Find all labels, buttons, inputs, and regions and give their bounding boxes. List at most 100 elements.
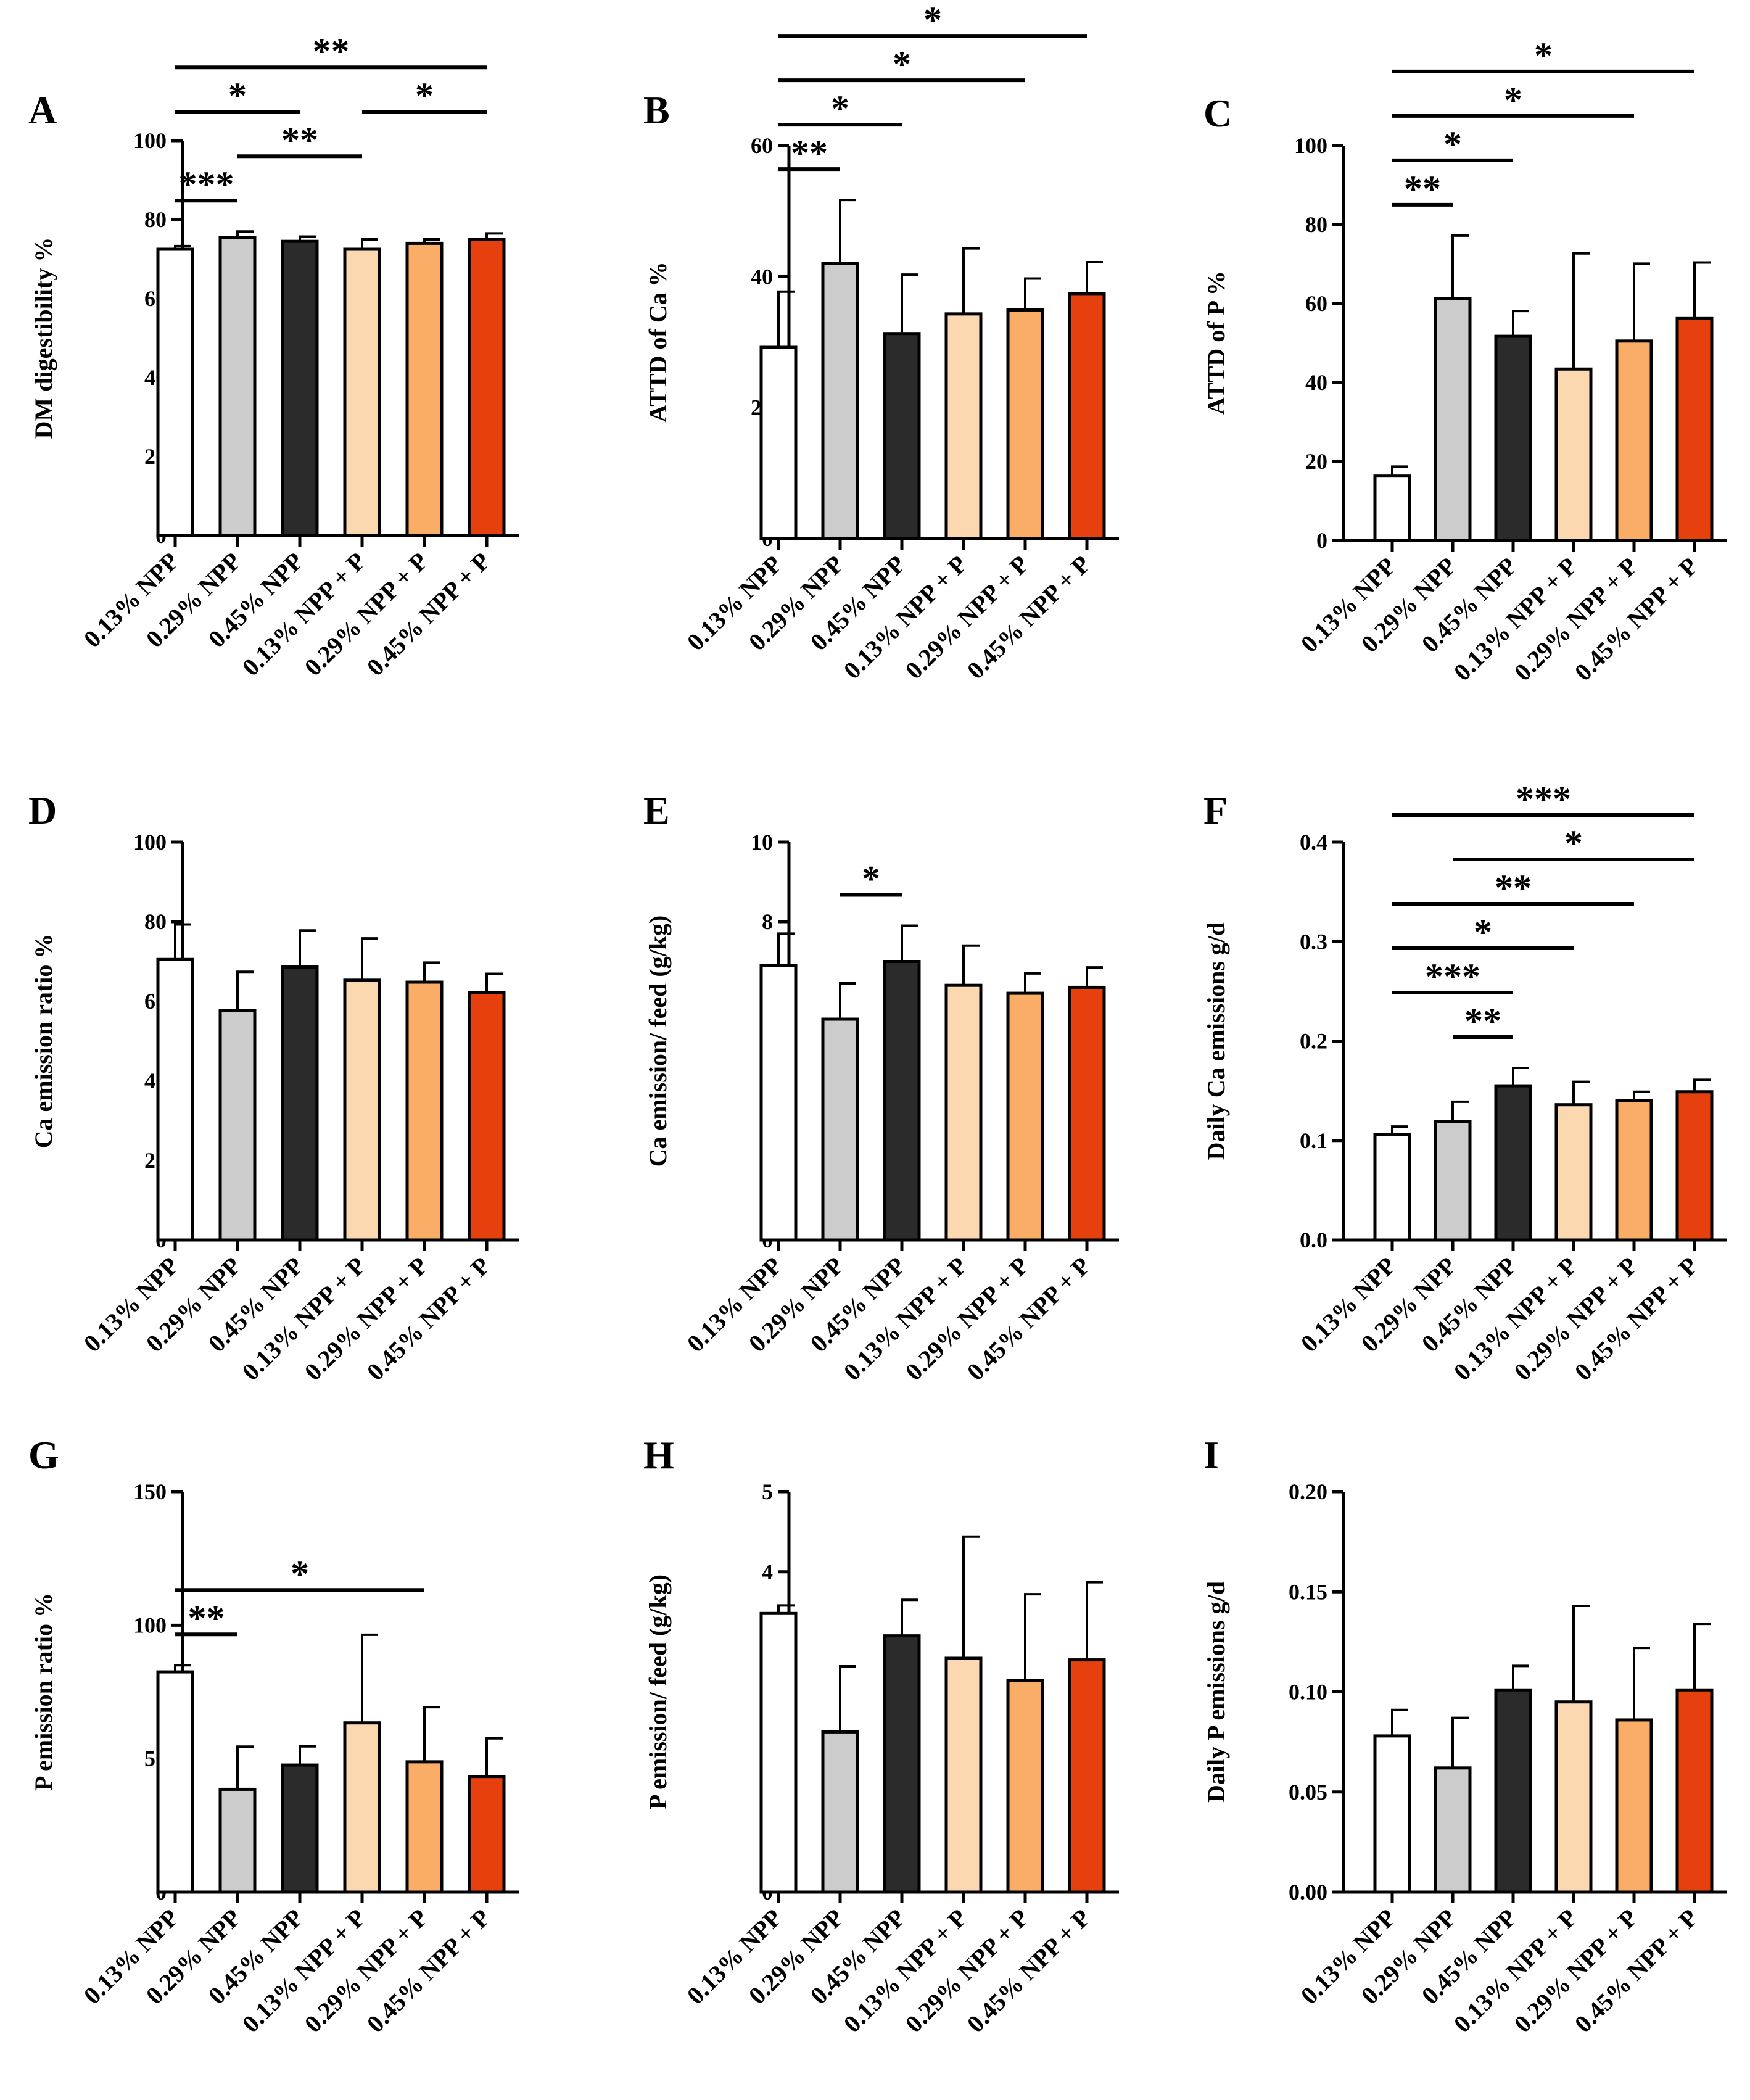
bar [281, 239, 319, 537]
y-tick-label: 0.10 [1289, 1680, 1327, 1705]
y-tick-label: 40 [1305, 370, 1327, 395]
y-axis-label: DM digestibility % [30, 238, 57, 439]
significance-label: ** [791, 133, 828, 173]
bar [156, 957, 194, 1242]
y-tick-label: 20 [1305, 449, 1327, 474]
y-tick-label: 8 [762, 909, 773, 934]
panel-letter: I [1203, 1433, 1219, 1477]
panel-d: D020406080100Ca emission ratio %0.13% NP… [28, 788, 519, 1386]
y-tick-label: 80 [144, 909, 167, 934]
y-tick-label: 0.0 [1300, 1228, 1327, 1252]
significance-label: * [1504, 80, 1522, 120]
significance-label: * [291, 1553, 309, 1594]
significance-label: *** [1425, 956, 1480, 997]
y-axis-label: ATTD of Ca % [644, 262, 672, 422]
significance-label: * [1534, 35, 1553, 76]
bar [1554, 367, 1593, 542]
y-axis-label: P emission/ feed (g/kg) [644, 1574, 672, 1809]
bar [468, 991, 506, 1242]
bar [1434, 1766, 1472, 1894]
y-tick-label: 0.00 [1289, 1880, 1327, 1904]
y-tick-label: 100 [1294, 133, 1327, 158]
panel-letter: H [643, 1433, 674, 1477]
bar [405, 980, 444, 1242]
bar [343, 978, 381, 1242]
y-tick-label: 0 [1316, 528, 1327, 553]
significance-label: ** [188, 1598, 225, 1639]
bar [1675, 1688, 1714, 1894]
y-tick-label: 100 [133, 830, 167, 854]
bar [343, 1721, 381, 1894]
bar [156, 247, 194, 537]
bar [821, 262, 859, 540]
y-tick-label: 5 [762, 1479, 773, 1504]
y-axis-label: Ca emission/ feed (g/kg) [644, 916, 672, 1167]
bar [821, 1730, 859, 1894]
panel-letter: F [1203, 788, 1228, 832]
panel-a: A020406080100DM digestibility %0.13% NPP… [28, 31, 519, 681]
panel-h: H012345P emission/ feed (g/kg)0.13% NPP0… [643, 1433, 1119, 2038]
significance-label: * [923, 0, 942, 40]
significance-label: * [228, 75, 247, 116]
bar [1373, 1734, 1411, 1894]
bar [218, 1009, 257, 1242]
bar [1615, 339, 1653, 542]
bar [883, 960, 921, 1242]
y-tick-label: 0.05 [1289, 1780, 1327, 1804]
bar [1615, 1099, 1653, 1242]
y-axis-label: ATTD of P % [1202, 271, 1230, 415]
bar [1006, 308, 1044, 540]
y-tick-label: 60 [751, 133, 773, 158]
y-tick-label: 60 [1305, 291, 1327, 316]
significance-label: ** [1464, 1001, 1501, 1041]
y-axis-label: Daily Ca emissions g/d [1202, 922, 1230, 1160]
significance-label: * [893, 44, 911, 85]
bar [1494, 334, 1532, 542]
significance-label: ** [281, 120, 318, 160]
bar [405, 1760, 444, 1894]
y-tick-label: 80 [1305, 212, 1327, 237]
bar [1494, 1084, 1532, 1242]
y-tick-label: 4 [762, 1560, 773, 1584]
y-tick-label: 0.2 [1300, 1029, 1327, 1054]
y-tick-label: 100 [133, 128, 167, 153]
significance-label: * [1443, 124, 1462, 165]
significance-label: ** [1404, 168, 1441, 209]
significance-label: * [862, 858, 880, 899]
bar [468, 1775, 506, 1894]
bar [1434, 1120, 1472, 1242]
panel-letter: G [28, 1433, 59, 1477]
significance-label: ** [313, 31, 350, 72]
bar [1068, 1658, 1106, 1894]
bar [759, 1611, 798, 1894]
panel-letter: E [643, 788, 670, 832]
y-tick-label: 0.1 [1300, 1128, 1327, 1153]
bar [405, 241, 444, 537]
y-tick-label: 40 [751, 264, 773, 289]
bar [944, 312, 983, 540]
y-tick-label: 0.15 [1289, 1579, 1327, 1604]
y-tick-label: 10 [751, 830, 773, 854]
bar [1068, 985, 1106, 1242]
bar [218, 1787, 257, 1894]
y-axis-label: Daily P emissions g/d [1202, 1581, 1230, 1803]
bar [1373, 1133, 1411, 1242]
y-tick-label: 0.4 [1300, 830, 1327, 854]
bar [1554, 1103, 1593, 1242]
bar [759, 345, 798, 540]
bar [1554, 1700, 1593, 1894]
y-axis-label: P emission ratio % [30, 1593, 57, 1791]
bar [281, 965, 319, 1242]
bar [468, 238, 506, 537]
bar [156, 1670, 194, 1894]
bar [218, 236, 257, 537]
bar [759, 964, 798, 1242]
bar [1675, 316, 1714, 542]
significance-label: * [831, 88, 849, 129]
significance-label: * [415, 75, 434, 116]
panel-letter: A [28, 88, 57, 132]
significance-label: * [1564, 823, 1583, 864]
panel-e: E0246810Ca emission/ feed (g/kg)0.13% NP… [643, 788, 1119, 1386]
